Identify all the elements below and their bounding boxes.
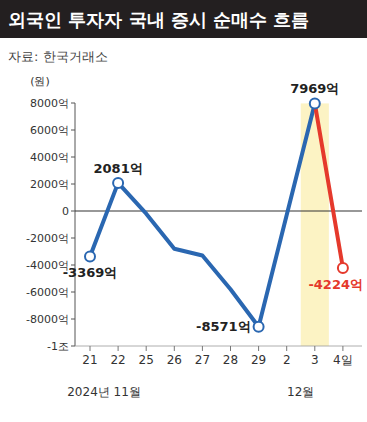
- y-tick-label: -6000억: [26, 286, 69, 299]
- y-tick-label: -2000억: [26, 232, 69, 245]
- point-marker: [85, 251, 95, 261]
- y-tick-label: 2000억: [30, 178, 69, 191]
- x-tick-label: 21: [82, 353, 97, 367]
- x-tick: [202, 346, 203, 351]
- subtitle: 자료: 한국거래소: [8, 49, 108, 64]
- line-segment: [90, 103, 315, 326]
- x-tick: [258, 346, 259, 351]
- month-label: 2024년 11월: [67, 385, 141, 399]
- y-tick-label: 6000억: [30, 124, 69, 137]
- y-tick-label: 8000억: [30, 97, 69, 110]
- x-tick: [174, 346, 175, 351]
- x-tick-label: 27: [195, 353, 210, 367]
- y-tick: [71, 319, 75, 320]
- y-tick: [71, 292, 75, 293]
- data-label: 7969억: [290, 81, 339, 96]
- x-tick: [314, 346, 315, 351]
- y-tick-label: 4000억: [30, 151, 69, 164]
- x-tick-label: 3: [311, 353, 319, 367]
- x-tick-label: 4일: [333, 353, 353, 367]
- y-tick-label: 0: [62, 205, 69, 218]
- x-tick-label: 29: [251, 353, 266, 367]
- data-label: 2081억: [94, 161, 143, 176]
- y-tick: [71, 103, 75, 104]
- x-tick: [118, 346, 119, 351]
- y-tick: [71, 346, 75, 347]
- line-segment: [315, 103, 343, 268]
- y-tick: [71, 184, 75, 185]
- data-label: -8571억: [196, 319, 251, 334]
- title: 외국인 투자자 국내 증시 순매수 흐름: [8, 9, 309, 30]
- point-marker: [113, 178, 123, 188]
- chart-svg: 외국인 투자자 국내 증시 순매수 흐름자료: 한국거래소 (원) 8000억 600…: [0, 0, 367, 422]
- y-axis-label: (원): [30, 75, 50, 88]
- marks: [85, 98, 348, 331]
- zero-line: [75, 210, 362, 211]
- y-tick: [71, 211, 75, 212]
- x-tick-label: 26: [167, 353, 182, 367]
- point-marker: [338, 263, 348, 273]
- title-bar: [0, 0, 367, 38]
- x-tick: [230, 346, 231, 351]
- x-tick: [90, 346, 91, 351]
- x-tick-label: 2: [283, 353, 291, 367]
- x-tick-label: 25: [139, 353, 154, 367]
- x-tick: [342, 346, 343, 351]
- y-tick-label: -8000억: [26, 313, 69, 326]
- x-tick: [146, 346, 147, 351]
- point-marker: [254, 322, 264, 332]
- y-axis-line: [75, 103, 76, 346]
- chart-root: 외국인 투자자 국내 증시 순매수 흐름자료: 한국거래소 (원) 8000억 600…: [0, 0, 367, 422]
- month-label: 12월: [287, 385, 314, 399]
- y-tick: [71, 157, 75, 158]
- y-tick: [71, 130, 75, 131]
- x-tick-label: 28: [223, 353, 238, 367]
- x-tick-label: 22: [110, 353, 125, 367]
- point-marker: [310, 98, 320, 108]
- data-label: -3369억: [63, 265, 118, 280]
- data-label: -4224억: [308, 277, 363, 292]
- x-tick: [286, 346, 287, 351]
- y-tick-label: -1조: [47, 340, 69, 353]
- y-tick: [71, 238, 75, 239]
